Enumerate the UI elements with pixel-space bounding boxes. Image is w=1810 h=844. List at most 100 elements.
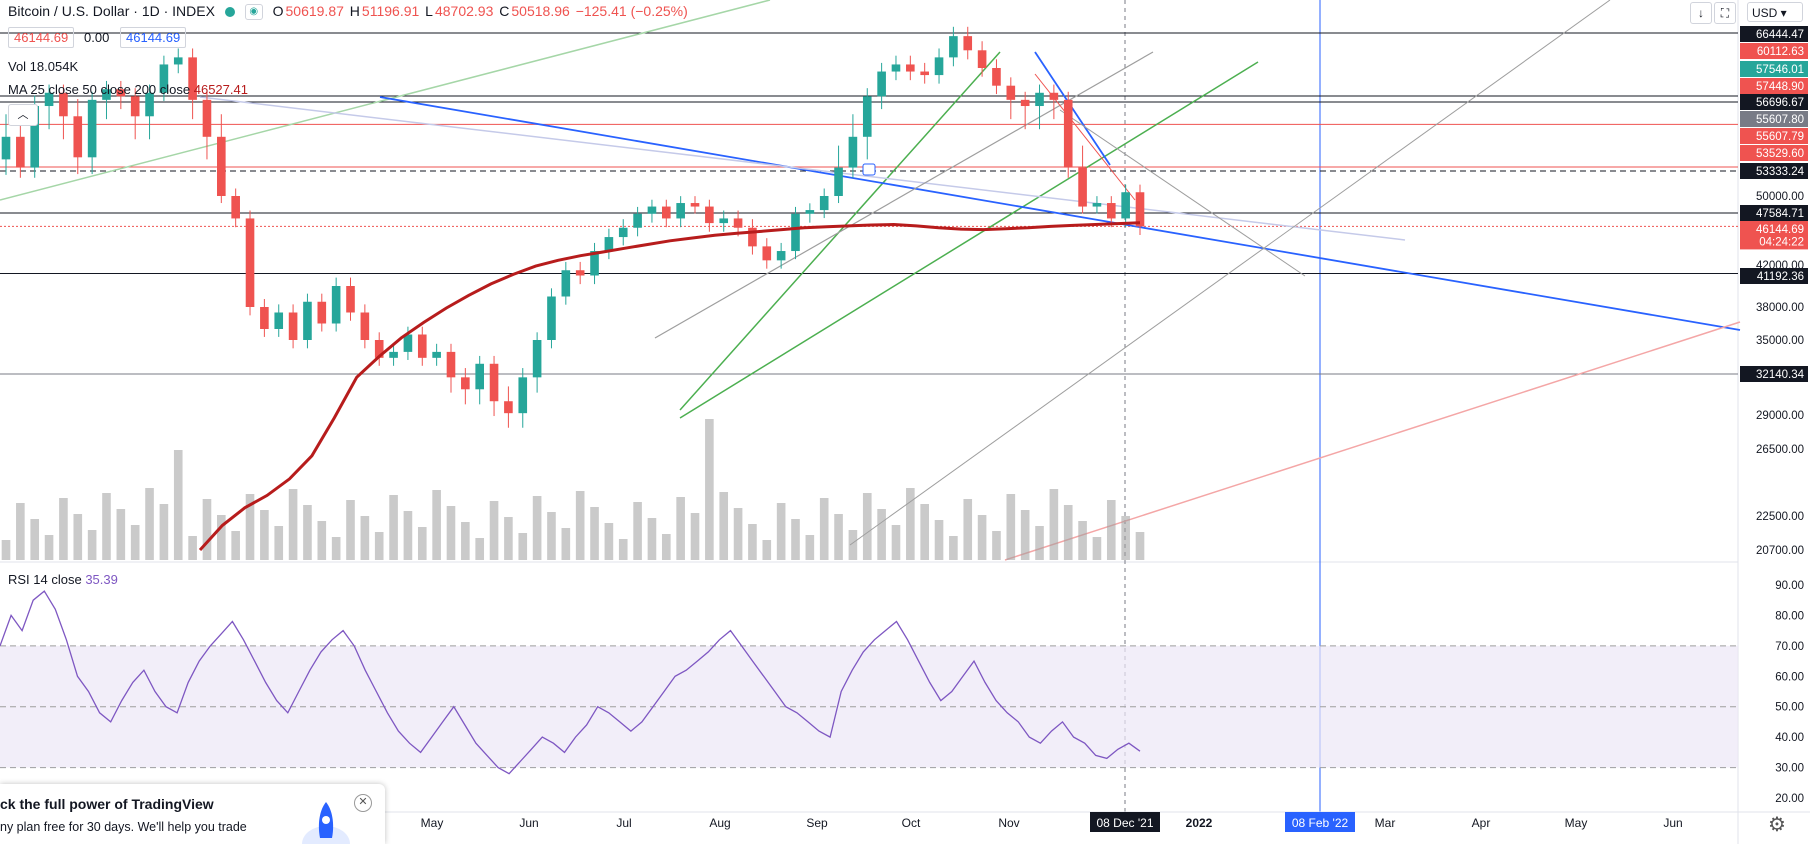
time-tick-label: Apr — [1472, 816, 1491, 830]
price-label-bg — [1740, 26, 1808, 42]
candle-body — [102, 89, 111, 100]
volume-bar — [73, 514, 83, 560]
candle-body — [561, 270, 571, 297]
symbol-title[interactable]: Bitcoin / U.S. Dollar · 1D · INDEX — [8, 3, 215, 19]
collapse-legend-button[interactable]: ︿ — [8, 104, 38, 126]
volume-bar — [719, 492, 729, 560]
price-label: 26500.00 — [1756, 444, 1804, 456]
volume-bar — [1092, 537, 1102, 560]
candle-body — [504, 401, 513, 414]
candle-body — [1121, 192, 1130, 219]
price-label: 35000.00 — [1756, 335, 1804, 347]
candle-body — [260, 307, 269, 329]
price-label: 60112.63 — [1757, 46, 1804, 58]
volume-bar — [1006, 494, 1016, 560]
volume-bar — [245, 494, 255, 560]
volume-bar — [977, 515, 987, 560]
price-label: 55607.79 — [1756, 131, 1804, 143]
candle-body — [733, 218, 743, 228]
volume-bar — [834, 514, 843, 560]
price-label-bg — [1740, 128, 1808, 144]
candle-body — [417, 334, 427, 358]
price-label-bg — [1740, 94, 1808, 110]
rsi-tick-label: 90.00 — [1775, 580, 1804, 592]
volume-bar — [145, 488, 154, 560]
visibility-icon[interactable]: ◉ — [244, 4, 263, 21]
volume-bar — [1, 540, 11, 560]
currency-selector[interactable]: USD ▾ — [1747, 2, 1803, 22]
candle-body — [661, 206, 671, 219]
volume-legend[interactable]: Vol 18.054K — [8, 59, 79, 74]
candle-body — [1135, 192, 1145, 227]
volume-bar — [159, 504, 169, 560]
price-label-bg — [1740, 111, 1808, 127]
candle-body — [130, 96, 140, 117]
price-label: 20700.00 — [1756, 545, 1804, 557]
candle-body — [231, 196, 240, 219]
price-label: 57448.90 — [1756, 81, 1804, 93]
time-tick-label: Sep — [806, 816, 828, 830]
volume-bar — [862, 493, 872, 560]
volume-bar — [661, 534, 671, 560]
volume-bar — [1049, 489, 1059, 560]
volume-bar — [87, 530, 97, 560]
volume-bar — [762, 540, 772, 560]
volume-bar — [1035, 526, 1044, 560]
channel-line-gray — [654, 51, 1154, 339]
fullscreen-button[interactable]: ⛶ — [1714, 2, 1736, 24]
rsi-tick-label: 60.00 — [1775, 671, 1804, 683]
candle-body — [791, 213, 800, 252]
price-label: 66444.47 — [1756, 29, 1804, 41]
volume-bar — [575, 491, 585, 560]
chart-settings-button[interactable]: ⚙ — [1768, 812, 1786, 837]
candle-body — [590, 251, 599, 276]
volume-bar — [633, 502, 642, 560]
candle-body — [403, 334, 413, 352]
volume-bar — [604, 523, 614, 560]
ma-legend[interactable]: MA 25 close 50 close 200 close 46527.41 — [8, 82, 248, 97]
promo-banner[interactable]: ck the full power of TradingView ny plan… — [0, 784, 385, 844]
rsi-pane: 20.00 30.00 40.00 50.00 60.00 70.00 80.00 90.00 — [0, 580, 1804, 805]
volume-bar — [260, 510, 269, 560]
candle-body — [834, 167, 843, 196]
price-label-bg — [1740, 233, 1808, 250]
candle-body — [963, 36, 973, 51]
candle-body — [949, 36, 958, 58]
candle-body — [73, 116, 83, 158]
trendline-light-blue — [199, 96, 1406, 241]
promo-close-button[interactable]: ✕ — [354, 794, 372, 812]
candle-body — [374, 340, 384, 358]
ask-price-box[interactable]: 46144.69 — [120, 27, 187, 48]
price-label: 22500.00 — [1756, 511, 1804, 523]
volume-bar — [303, 505, 312, 560]
candle-body — [202, 99, 212, 137]
volume-bar — [906, 488, 915, 560]
candle-body — [647, 206, 657, 214]
high-label: H — [349, 3, 360, 19]
download-button[interactable]: ↓ — [1690, 2, 1712, 24]
candlestick-series — [1, 26, 1145, 428]
rocket-icon — [302, 802, 350, 844]
price-label: 32140.34 — [1756, 369, 1805, 381]
volume-bar — [1020, 510, 1030, 560]
bid-price-box[interactable]: 46144.69 — [8, 27, 75, 48]
candle-body — [16, 136, 25, 168]
rsi-tick-label: 80.00 — [1775, 610, 1804, 622]
candle-body — [346, 286, 355, 313]
volume-bar — [274, 526, 284, 560]
time-label-bg — [1090, 812, 1160, 832]
candle-body — [317, 301, 327, 324]
promo-body: ny plan free for 30 days. We'll help you… — [0, 820, 247, 834]
volume-bar — [949, 536, 958, 560]
rsi-legend[interactable]: RSI 14 close 35.39 — [8, 572, 118, 587]
time-tick-label: Aug — [709, 816, 730, 830]
fullscreen-icon: ⛶ — [1720, 6, 1730, 20]
volume-bar — [374, 532, 384, 560]
candle-body — [360, 312, 370, 340]
volume-bar — [389, 495, 398, 560]
trendline-gray-short — [1059, 109, 1306, 277]
candle-body — [906, 64, 915, 72]
volume-bar — [30, 519, 40, 560]
volume-bar — [618, 539, 628, 560]
